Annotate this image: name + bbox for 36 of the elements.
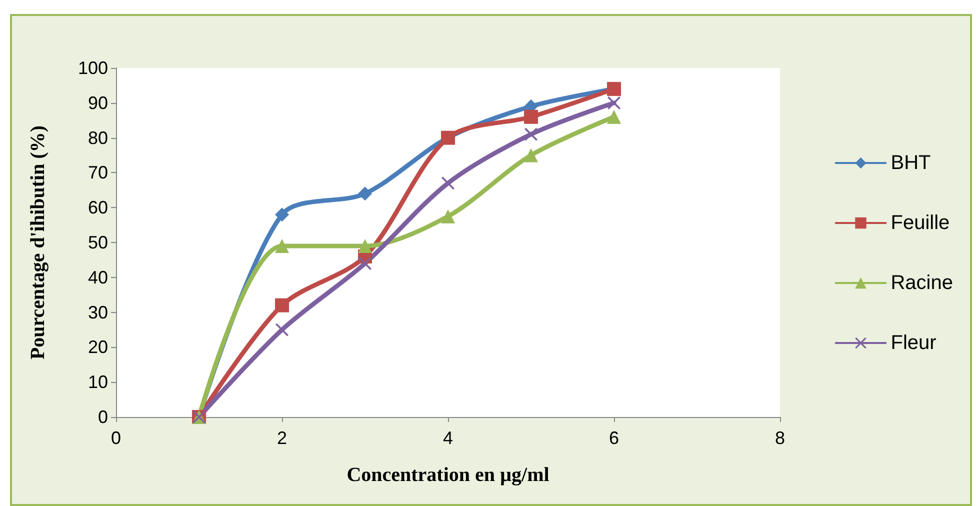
y-tick-label: 20: [88, 337, 108, 358]
x-axis-title: Concentration en µg/ml: [346, 464, 550, 486]
point: [524, 128, 538, 141]
point: [358, 186, 372, 201]
y-tick-label: 100: [78, 58, 108, 78]
x-tick-label: 6: [608, 428, 620, 448]
point: [524, 110, 538, 124]
x-tick-label: 8: [774, 428, 786, 448]
point: [524, 148, 538, 162]
point: [441, 209, 455, 224]
legend-label: Feuille: [890, 212, 950, 234]
x-tick-label: 0: [110, 428, 122, 448]
y-tick-label: 30: [88, 302, 108, 322]
x-tick-label: 2: [276, 428, 288, 448]
y-axis-title: Pourcentage d'ihibutin (%): [27, 125, 49, 360]
y-tick-label: 40: [88, 267, 108, 288]
legend-label: Racine: [890, 272, 954, 294]
point: [608, 96, 620, 110]
point: [358, 238, 372, 253]
y-tick-label: 70: [88, 162, 108, 183]
point: [607, 110, 621, 124]
y-tick-label: 90: [88, 92, 108, 113]
y-tick-label: 80: [88, 128, 108, 148]
y-tick-label: 0: [98, 407, 108, 427]
legend-label: BHT: [890, 152, 931, 174]
x-tick-label: 4: [442, 428, 454, 448]
point: [275, 238, 289, 253]
y-tick-label: 50: [88, 232, 108, 252]
point: [275, 298, 289, 312]
y-tick-label: 10: [88, 372, 108, 392]
point: [358, 256, 372, 270]
point: [275, 208, 289, 222]
y-tick-label: 60: [88, 198, 108, 218]
point: [276, 323, 288, 336]
legend-label: Fleur: [890, 332, 937, 354]
point: [442, 176, 454, 190]
